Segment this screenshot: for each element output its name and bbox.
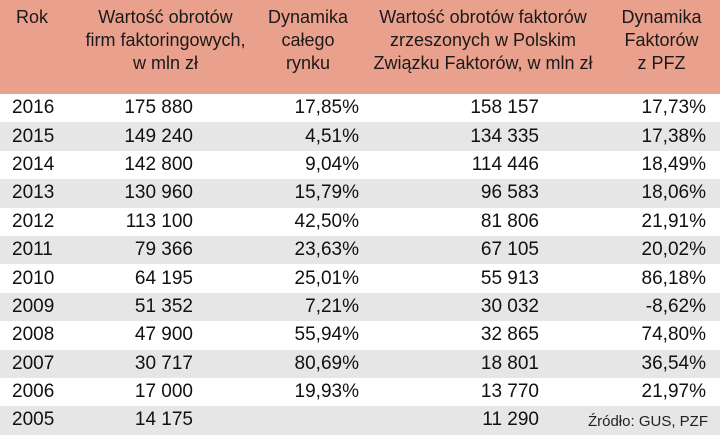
header-obroty: Wartość obrotów firm faktoringowych, w m… <box>78 0 253 94</box>
cell-rok: 2013 <box>12 182 55 204</box>
table-body: 2016 175 880 17,85% 158 157 17,73% 2015 … <box>0 94 720 435</box>
table-row: 2009 51 352 7,21% 30 032 -8,62% <box>0 292 720 322</box>
table-row: 2016 175 880 17,85% 158 157 17,73% <box>0 94 720 123</box>
header-pzf: Wartość obrotów faktorów zrzeszonych w P… <box>363 0 603 94</box>
header-obroty-line1: Wartość obrotów <box>98 7 233 27</box>
header-obroty-line3: w mln zł <box>132 53 198 73</box>
cell-pzf: 55 913 <box>480 267 539 289</box>
cell-dynamika: 23,63% <box>294 239 359 261</box>
header-pzf-line1: Wartość obrotów faktorów <box>379 7 587 27</box>
table-row: 2014 142 800 9,04% 114 446 18,49% <box>0 150 720 180</box>
table-row: 2013 130 960 15,79% 96 583 18,06% <box>0 179 720 208</box>
cell-rok: 2011 <box>12 239 53 261</box>
cell-dynamika: 55,94% <box>294 324 359 346</box>
header-row: Rok Wartość obrotów firm faktoringowych,… <box>0 0 720 94</box>
cell-obroty: 175 880 <box>124 97 193 119</box>
cell-rok: 2009 <box>12 295 55 317</box>
table-row: 2005 14 175 11 290 <box>0 406 720 435</box>
cell-dynamika-pzf: -8,62% <box>645 295 706 317</box>
cell-obroty: 113 100 <box>125 210 193 232</box>
cell-dynamika: 9,04% <box>305 153 359 175</box>
cell-obroty: 79 366 <box>134 239 193 261</box>
table-row: 2012 113 100 42,50% 81 806 21,91% <box>0 207 720 236</box>
cell-pzf: 32 865 <box>480 324 539 346</box>
cell-dynamika: 80,69% <box>294 352 359 374</box>
cell-obroty: 17 000 <box>134 381 193 403</box>
table-row: 2008 47 900 55,94% 32 865 74,80% <box>0 321 720 350</box>
cell-dynamika-pzf: 17,73% <box>641 97 706 119</box>
cell-obroty: 149 240 <box>124 125 193 147</box>
table-row: 2011 79 366 23,63% 67 105 20,02% <box>0 235 720 265</box>
cell-dynamika-pzf: 36,54% <box>641 352 706 374</box>
cell-rok: 2012 <box>12 210 55 232</box>
table-header: Rok Wartość obrotów firm faktoringowych,… <box>0 0 720 94</box>
cell-dynamika-pzf: 17,38% <box>641 125 706 147</box>
header-dynamika-line3: rynku <box>285 53 330 73</box>
cell-dynamika-pzf: 18,49% <box>641 153 706 175</box>
header-dynamika-line1: Dynamika <box>267 7 349 27</box>
cell-pzf: 13 770 <box>480 381 539 403</box>
cell-rok: 2006 <box>12 381 55 403</box>
header-dynp-line1: Dynamika <box>621 7 702 27</box>
header-pzf-line2: zrzeszonych w Polskim <box>389 30 577 50</box>
cell-pzf: 30 032 <box>480 295 539 317</box>
cell-pzf: 114 446 <box>471 153 539 175</box>
cell-rok: 2007 <box>12 352 55 374</box>
header-dynamika-pzf: Dynamika Faktorów z PFZ <box>603 0 720 94</box>
cell-rok: 2015 <box>12 125 55 147</box>
table-row: 2007 30 717 80,69% 18 801 36,54% <box>0 349 720 378</box>
cell-pzf: 134 335 <box>470 125 539 147</box>
cell-obroty: 130 960 <box>124 182 193 204</box>
cell-dynamika-pzf: 18,06% <box>641 182 706 204</box>
cell-obroty: 142 800 <box>124 153 193 175</box>
cell-obroty: 51 352 <box>134 295 193 317</box>
header-rok-label: Rok <box>16 7 49 27</box>
cell-pzf: 81 806 <box>480 210 539 232</box>
header-dynp-line3: z PFZ <box>637 53 686 73</box>
cell-dynamika: 19,93% <box>294 381 359 403</box>
cell-pzf: 67 105 <box>480 239 539 261</box>
cell-dynamika: 17,85% <box>294 97 359 119</box>
header-dynamika: Dynamika całego rynku <box>253 0 363 94</box>
cell-dynamika: 25,01% <box>294 267 359 289</box>
cell-rok: 2010 <box>12 267 55 289</box>
cell-obroty: 14 175 <box>134 409 193 431</box>
cell-obroty: 47 900 <box>134 324 193 346</box>
cell-rok: 2014 <box>12 153 55 175</box>
cell-rok: 2008 <box>12 324 55 346</box>
cell-dynamika <box>253 406 363 434</box>
cell-dynamika: 15,79% <box>294 182 359 204</box>
cell-dynamika-pzf: 74,80% <box>641 324 706 346</box>
cell-pzf: 158 157 <box>470 97 539 119</box>
cell-dynamika-pzf: 21,91% <box>641 210 706 232</box>
cell-pzf: 18 801 <box>480 352 539 374</box>
cell-dynamika-pzf: 20,02% <box>641 239 706 261</box>
cell-dynamika-pzf: 21,97% <box>641 381 706 403</box>
cell-dynamika-pzf: 86,18% <box>641 267 706 289</box>
cell-obroty: 30 717 <box>134 352 193 374</box>
header-rok: Rok <box>0 0 78 94</box>
header-obroty-line2: firm faktoringowych, <box>85 30 246 50</box>
header-dynamika-line2: całego <box>281 30 335 50</box>
table-row: 2010 64 195 25,01% 55 913 86,18% <box>0 264 720 293</box>
table-row: 2006 17 000 19,93% 13 770 21,97% <box>0 377 720 407</box>
table-row: 2015 149 240 4,51% 134 335 17,38% <box>0 122 720 151</box>
cell-dynamika: 42,50% <box>294 210 359 232</box>
cell-rok: 2016 <box>12 97 55 119</box>
cell-dynamika: 7,21% <box>305 295 359 317</box>
cell-obroty: 64 195 <box>134 267 193 289</box>
cell-pzf: 11 290 <box>482 409 539 431</box>
header-dynp-line2: Faktorów <box>624 30 699 50</box>
header-pzf-line3: Związku Faktorów, w mln zł <box>373 53 593 73</box>
source-note: Źródło: GUS, PZF <box>587 413 708 430</box>
cell-pzf: 96 583 <box>480 182 539 204</box>
cell-rok: 2005 <box>12 409 55 431</box>
cell-dynamika: 4,51% <box>305 125 359 147</box>
